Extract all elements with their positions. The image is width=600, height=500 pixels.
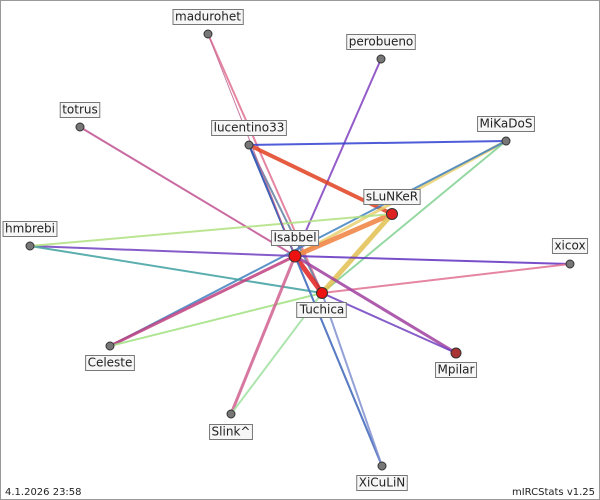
edge [229,255,297,415]
edge [109,292,323,347]
node-dot [376,54,386,64]
node: sLuNKeR [363,189,421,220]
node-dot [386,208,398,220]
node-label: Celeste [88,356,133,370]
node-label: madurohet [175,10,241,24]
edge [29,245,296,257]
node-dot [244,140,254,150]
footer-date: 4.1.2026 23:58 [5,487,82,498]
edge [321,140,507,294]
node-label: Slink^ [212,425,251,439]
node-dot [75,122,85,132]
edge [321,292,383,467]
node: totrus [59,102,101,132]
edge [109,254,296,348]
node-dot [501,136,511,146]
node: MiKaDoS [477,116,535,146]
node: perobueno [346,34,416,64]
node-label-box [85,355,135,371]
node-label-box [2,221,58,237]
node: XiCuLiN [356,461,408,491]
node-label: XiCuLiN [359,476,406,490]
node-dot [316,287,328,299]
node-label: sLuNKeR [366,190,418,204]
node-dot [377,461,387,471]
node-label: hmbrebi [5,222,55,236]
node: Tuchica [296,287,347,318]
edge [29,213,393,247]
edge [294,255,383,467]
node-label: lucentino33 [214,121,285,135]
node: xicox [551,238,589,269]
node: Mpilar [435,347,478,378]
node-label: Isabbel [273,231,316,245]
edge [294,58,382,257]
edge [248,140,507,146]
node: Slink^ [209,409,253,440]
node-dot [226,409,236,419]
node-label-box [356,475,408,491]
node: lucentino33 [211,120,287,150]
node-label-box [435,362,478,378]
node-label-box [211,120,287,136]
edge [79,126,296,257]
node-label-box [209,424,253,440]
node: Celeste [85,341,135,371]
node-label-box [296,302,347,318]
node-label: totrus [62,103,98,117]
node-label: perobueno [349,35,414,49]
nodes: madurohet perobueno totrus lucentino33 MiKaD… [2,9,589,491]
node: madurohet [172,9,244,39]
node-label: xicox [554,239,585,253]
node-label-box [59,102,101,118]
node-dot [288,249,302,263]
node: Isabbel [270,230,320,263]
edge [294,211,393,259]
footer-version: mIRCStats v1.25 [512,487,595,498]
edge [29,245,323,294]
node-dot [450,347,462,359]
node: hmbrebi [2,221,58,251]
node-dot [203,29,213,39]
node-dot [565,259,575,269]
node-label-box [551,238,589,254]
node-label-box [346,34,416,50]
node-label: Mpilar [438,363,475,377]
edge [321,263,571,294]
node-label: Tuchica [299,303,345,317]
edge [294,254,457,355]
node-label-box [270,230,320,246]
node-dot [105,341,115,351]
node-label-box [363,189,421,205]
edge [292,254,325,295]
node-label: MiKaDoS [480,117,533,131]
node-label-box [172,9,244,25]
node-label-box [477,116,535,132]
node-dot [25,241,35,251]
edge [294,255,571,265]
